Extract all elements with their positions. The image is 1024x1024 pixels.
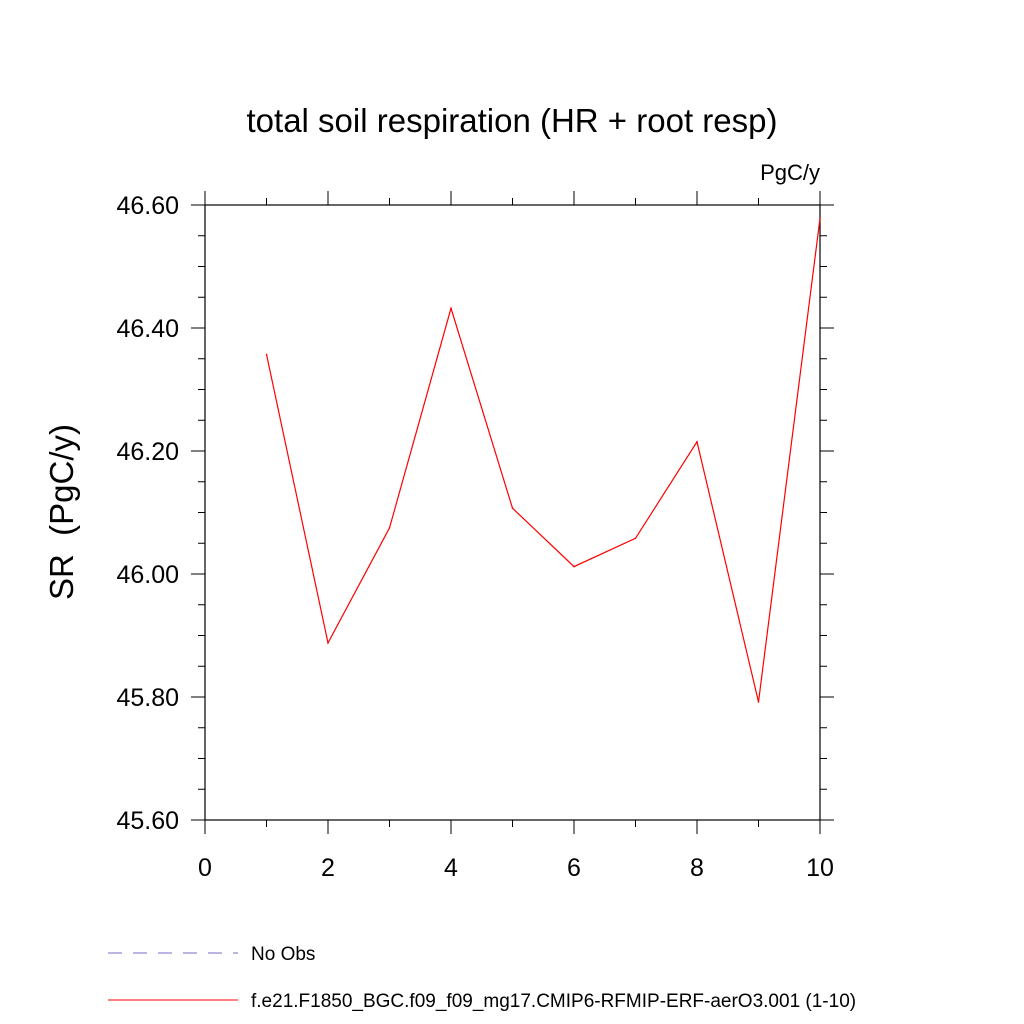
legend: No Obs f.e21.F1850_BGC.f09_f09_mg17.CMIP6…	[108, 944, 856, 1012]
y-tick-label: 46.40	[116, 315, 179, 343]
plot-border	[204, 204, 821, 821]
data-point	[696, 440, 698, 443]
data-point	[573, 565, 575, 568]
series-line	[265, 218, 821, 703]
chart-title: total soil respiration (HR + root resp)	[247, 102, 778, 139]
y-tick-label: 45.60	[116, 807, 179, 835]
legend-label: No Obs	[251, 944, 315, 965]
y-axis-ticks: 45.60 45.80 46.00 46.20 46.40 46.60	[116, 192, 834, 835]
x-tick-label: 10	[806, 854, 834, 882]
x-tick-label: 6	[567, 854, 581, 882]
y-axis-label: SR (PgC/y)	[43, 424, 80, 600]
x-tick-label: 8	[690, 854, 704, 882]
y-tick-label: 46.20	[116, 438, 179, 466]
plot-frame	[204, 204, 821, 821]
data-point	[819, 217, 821, 220]
y-tick-label: 46.00	[116, 561, 179, 589]
legend-label: f.e21.F1850_BGC.f09_f09_mg17.CMIP6-RFMIP…	[251, 991, 856, 1012]
data-point	[634, 537, 637, 540]
data-point	[757, 701, 760, 703]
data-point	[450, 307, 452, 310]
units-label: PgC/y	[760, 160, 820, 185]
series-layer	[265, 217, 821, 703]
data-point	[511, 507, 514, 509]
x-tick-label: 4	[444, 854, 458, 882]
x-tick-label: 2	[321, 854, 335, 882]
x-axis-ticks: 0 2 4 6 8 10	[198, 191, 834, 882]
data-point	[327, 642, 329, 644]
y-tick-label: 46.60	[116, 192, 179, 220]
data-point	[388, 527, 391, 529]
y-tick-label: 45.80	[116, 684, 179, 712]
x-tick-label: 0	[198, 854, 212, 882]
data-point	[265, 353, 268, 356]
